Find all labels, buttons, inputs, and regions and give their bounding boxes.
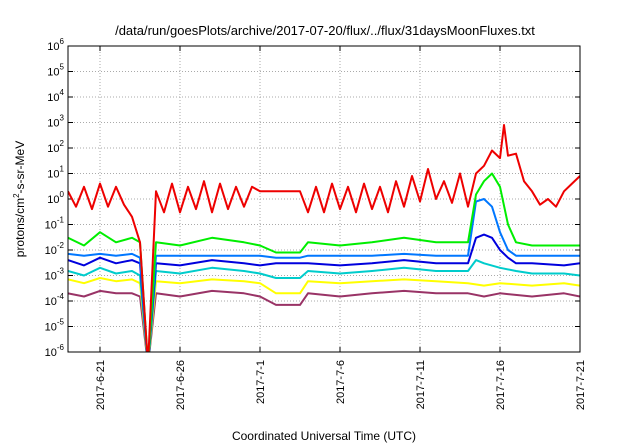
y-tick-base: 10 (45, 220, 57, 232)
y-tick-exponent: 5 (60, 63, 65, 72)
y-tick-label: 100 (47, 190, 64, 206)
series-line-4 (68, 233, 580, 352)
y-tick-label: 102 (47, 139, 64, 155)
plot-frame (67, 45, 581, 353)
y-tick-label: 104 (47, 88, 64, 104)
y-tick-base: 10 (47, 67, 59, 79)
y-tick-label: 10-1 (45, 216, 65, 232)
x-tick-label: 2017-6-26 (175, 360, 187, 410)
x-tick-label: 2017-7-11 (415, 360, 427, 409)
y-tick-exponent: -6 (57, 343, 65, 352)
y-tick-base: 10 (45, 347, 57, 359)
y-tick-base: 10 (47, 143, 59, 155)
y-tick-label: 10-4 (45, 292, 65, 308)
series-line-1 (68, 289, 580, 352)
y-tick-exponent: -5 (57, 318, 65, 327)
y-tick-base: 10 (47, 194, 59, 206)
series-line-7 (68, 124, 580, 352)
series-line-6 (68, 172, 580, 352)
grid (68, 45, 581, 353)
y-axis-label-superscript: 2 (12, 193, 21, 198)
series-line-3 (68, 259, 580, 352)
y-tick-exponent: 6 (60, 37, 65, 46)
y-tick-exponent: 0 (60, 190, 65, 199)
y-tick-label: 103 (47, 114, 64, 130)
x-tick-label: 2017-6-21 (95, 360, 107, 410)
y-tick-label: 101 (47, 165, 64, 181)
y-tick-labels: 10-610-510-410-310-210-11001011021031041… (45, 37, 65, 359)
y-tick-label: 105 (47, 63, 64, 79)
y-tick-exponent: -4 (57, 292, 65, 301)
y-tick-base: 10 (47, 41, 59, 53)
x-tick-label: 2017-7-1 (255, 360, 267, 404)
y-tick-base: 10 (47, 92, 59, 104)
y-tick-base: 10 (45, 245, 57, 257)
y-tick-label: 10-6 (45, 343, 65, 359)
y-tick-exponent: 1 (60, 165, 65, 174)
y-axis-label-unit: -s-sr-MeV (13, 141, 27, 194)
y-tick-label: 10-5 (45, 318, 65, 334)
x-tick-labels: 2017-6-21 2017-6-26 2017-7-1 2017-7-6 2017-7… (95, 360, 587, 410)
y-tick-base: 10 (45, 271, 57, 283)
x-tick-label: 2017-7-21 (575, 360, 587, 410)
y-tick-exponent: 4 (60, 88, 65, 97)
y-tick-base: 10 (45, 322, 57, 334)
y-axis-label: protons/cm2-s-sr-MeV (12, 141, 27, 257)
x-axis-label: Coordinated Universal Time (UTC) (232, 429, 416, 443)
y-tick-label: 10-3 (45, 267, 65, 283)
y-tick-exponent: -1 (57, 216, 65, 225)
y-tick-exponent: 3 (60, 114, 65, 123)
chart-title: /data/run/goesPlots/archive/2017-07-20/f… (115, 23, 535, 38)
series-line-2 (68, 277, 580, 352)
y-tick-exponent: -3 (57, 267, 65, 276)
y-tick-base: 10 (47, 118, 59, 130)
y-axis-label-main: protons/cm (13, 198, 27, 257)
y-tick-label: 106 (47, 37, 64, 53)
y-tick-base: 10 (47, 169, 59, 181)
y-tick-base: 10 (45, 296, 57, 308)
series-line-5 (68, 198, 580, 352)
x-tick-label: 2017-7-16 (495, 360, 507, 410)
series-group (68, 124, 580, 352)
y-tick-exponent: -2 (57, 241, 65, 250)
x-tick-label: 2017-7-6 (335, 360, 347, 404)
y-tick-label: 10-2 (45, 241, 65, 257)
y-tick-exponent: 2 (60, 139, 65, 148)
